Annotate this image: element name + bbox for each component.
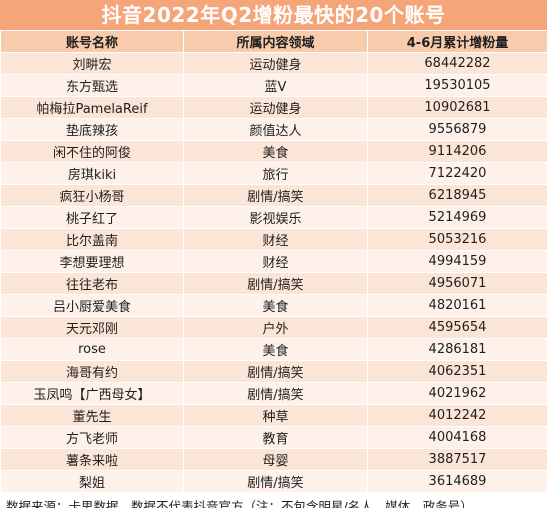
table-row: 房琪kiki 旅行 7122420 xyxy=(0,162,547,185)
account-name-cell: 垫底辣孩 xyxy=(0,118,184,141)
content-field-cell: 种草 xyxy=(183,404,368,427)
table-row: 董先生 种草 4012242 xyxy=(0,404,547,427)
account-name-cell: 梨姐 xyxy=(0,470,184,493)
follower-growth-cell: 4820161 xyxy=(367,294,547,317)
content-field-cell: 剧情/搞笑 xyxy=(183,184,368,207)
table-body: 刘畊宏 运动健身 68442282 东方甄选 蓝V 19530105 帕梅拉PamelaRe… xyxy=(0,52,547,493)
follower-growth-cell: 4595654 xyxy=(367,316,547,339)
content-field-cell: 颜值达人 xyxy=(183,118,368,141)
table-row: 刘畊宏 运动健身 68442282 xyxy=(0,52,547,75)
follower-growth-cell: 4004168 xyxy=(367,426,547,449)
account-name-cell: 海哥有约 xyxy=(0,360,184,383)
content-field-cell: 母婴 xyxy=(183,448,368,471)
content-field-cell: 财经 xyxy=(183,250,368,273)
content-field-cell: 剧情/搞笑 xyxy=(183,360,368,383)
follower-growth-cell: 4062351 xyxy=(367,360,547,383)
account-name-cell: rose xyxy=(0,338,184,361)
account-name-cell: 桃子红了 xyxy=(0,206,184,229)
follower-growth-cell: 7122420 xyxy=(367,162,547,185)
account-name-cell: 比尔盖南 xyxy=(0,228,184,251)
account-name-cell: 往往老布 xyxy=(0,272,184,295)
table-row: 东方甄选 蓝V 19530105 xyxy=(0,74,547,97)
account-name-cell: 玉凤鸣【广西母女】 xyxy=(0,382,184,405)
page-title: 抖音2022年Q2增粉最快的20个账号 xyxy=(0,0,547,30)
table-row: 方飞老师 教育 4004168 xyxy=(0,426,547,449)
account-name-cell: 疯狂小杨哥 xyxy=(0,184,184,207)
table-header: 账号名称 所属内容领域 4-6月累计增粉量 xyxy=(0,30,547,53)
follower-growth-cell: 4286181 xyxy=(367,338,547,361)
table-row: 闲不住的阿俊 美食 9114206 xyxy=(0,140,547,163)
table-row: 薯条来啦 母婴 3887517 xyxy=(0,448,547,471)
content-field-cell: 财经 xyxy=(183,228,368,251)
table-row: 疯狂小杨哥 剧情/搞笑 6218945 xyxy=(0,184,547,207)
content-field-cell: 运动健身 xyxy=(183,96,368,119)
account-name-cell: 东方甄选 xyxy=(0,74,184,97)
follower-growth-cell: 4012242 xyxy=(367,404,547,427)
follower-growth-cell: 4994159 xyxy=(367,250,547,273)
account-name-cell: 帕梅拉PamelaReif xyxy=(0,96,184,119)
account-name-cell: 薯条来啦 xyxy=(0,448,184,471)
follower-growth-cell: 9556879 xyxy=(367,118,547,141)
account-name-cell: 方飞老师 xyxy=(0,426,184,449)
follower-growth-cell: 3614689 xyxy=(367,470,547,493)
follower-growth-cell: 5053216 xyxy=(367,228,547,251)
table-row: 帕梅拉PamelaReif 运动健身 10902681 xyxy=(0,96,547,119)
content-field-cell: 户外 xyxy=(183,316,368,339)
table-row: 比尔盖南 财经 5053216 xyxy=(0,228,547,251)
ranking-table: 账号名称 所属内容领域 4-6月累计增粉量 刘畊宏 运动健身 68442282 东方甄… xyxy=(0,30,547,493)
account-name-cell: 房琪kiki xyxy=(0,162,184,185)
content-field-cell: 旅行 xyxy=(183,162,368,185)
table-row: 海哥有约 剧情/搞笑 4062351 xyxy=(0,360,547,383)
follower-growth-cell: 3887517 xyxy=(367,448,547,471)
content-field-cell: 美食 xyxy=(183,140,368,163)
account-name-cell: 天元邓刚 xyxy=(0,316,184,339)
content-field-cell: 运动健身 xyxy=(183,52,368,75)
follower-growth-cell: 4956071 xyxy=(367,272,547,295)
content-field-cell: 剧情/搞笑 xyxy=(183,382,368,405)
account-name-cell: 吕小厨爱美食 xyxy=(0,294,184,317)
table-row: 梨姐 剧情/搞笑 3614689 xyxy=(0,470,547,493)
follower-growth-cell: 5214969 xyxy=(367,206,547,229)
table-row: 垫底辣孩 颜值达人 9556879 xyxy=(0,118,547,141)
content-field-cell: 美食 xyxy=(183,338,368,361)
header-follower-growth: 4-6月累计增粉量 xyxy=(367,30,547,53)
table-row: 玉凤鸣【广西母女】 剧情/搞笑 4021962 xyxy=(0,382,547,405)
follower-growth-cell: 19530105 xyxy=(367,74,547,97)
follower-growth-cell: 6218945 xyxy=(367,184,547,207)
follower-growth-cell: 9114206 xyxy=(367,140,547,163)
content-field-cell: 教育 xyxy=(183,426,368,449)
follower-growth-cell: 10902681 xyxy=(367,96,547,119)
header-content-field: 所属内容领域 xyxy=(183,30,368,53)
table-row: 天元邓刚 户外 4595654 xyxy=(0,316,547,339)
follower-growth-cell: 4021962 xyxy=(367,382,547,405)
content-field-cell: 剧情/搞笑 xyxy=(183,272,368,295)
table-row: 桃子红了 影视娱乐 5214969 xyxy=(0,206,547,229)
table-row: rose 美食 4286181 xyxy=(0,338,547,361)
header-row: 账号名称 所属内容领域 4-6月累计增粉量 xyxy=(0,30,547,53)
account-name-cell: 闲不住的阿俊 xyxy=(0,140,184,163)
source-footnote: 数据来源：卡思数据，数据不代表抖音官方（注：不包含明星/名人、媒体、政务号） xyxy=(0,493,547,508)
content-field-cell: 蓝V xyxy=(183,74,368,97)
content-field-cell: 剧情/搞笑 xyxy=(183,470,368,493)
account-name-cell: 董先生 xyxy=(0,404,184,427)
account-name-cell: 李想要理想 xyxy=(0,250,184,273)
content-field-cell: 美食 xyxy=(183,294,368,317)
table-row: 李想要理想 财经 4994159 xyxy=(0,250,547,273)
header-account-name: 账号名称 xyxy=(0,30,184,53)
table-row: 往往老布 剧情/搞笑 4956071 xyxy=(0,272,547,295)
table-row: 吕小厨爱美食 美食 4820161 xyxy=(0,294,547,317)
account-name-cell: 刘畊宏 xyxy=(0,52,184,75)
content-field-cell: 影视娱乐 xyxy=(183,206,368,229)
follower-growth-cell: 68442282 xyxy=(367,52,547,75)
